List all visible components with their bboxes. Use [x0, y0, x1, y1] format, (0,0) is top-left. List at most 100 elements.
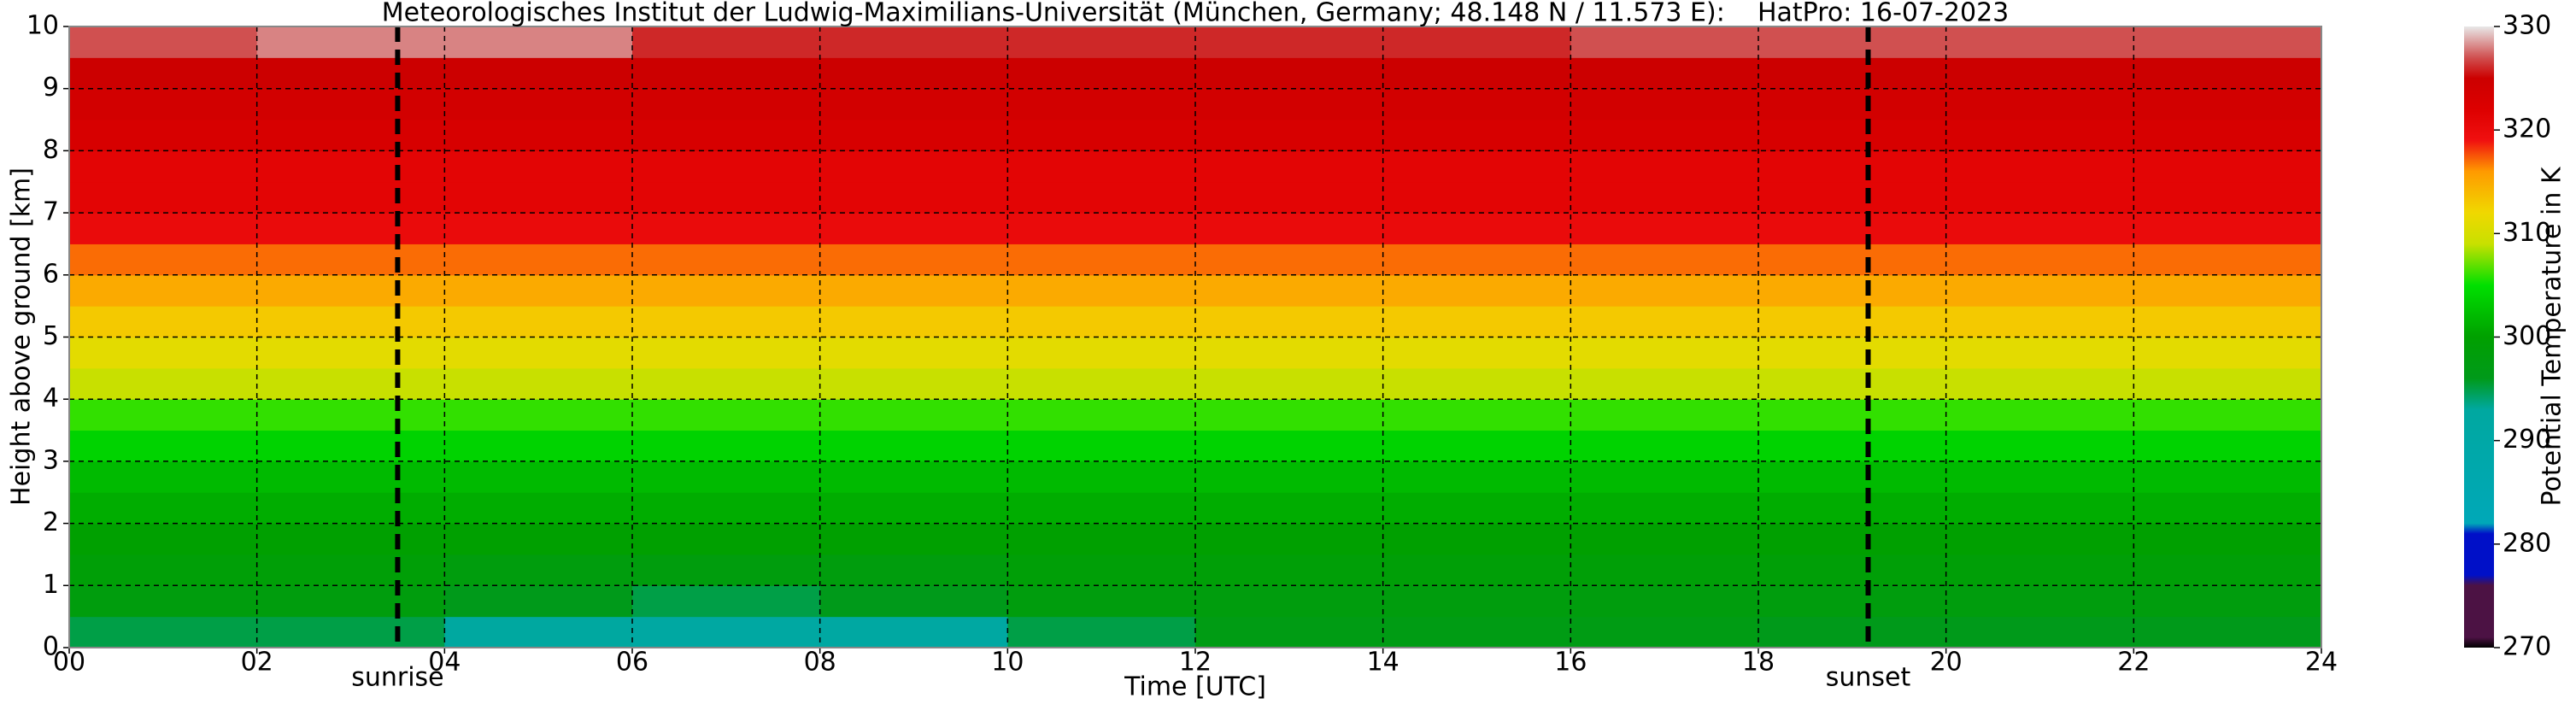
heat-cell: [256, 523, 445, 555]
heat-cell: [444, 523, 633, 555]
heat-cell: [632, 306, 821, 337]
heat-cell: [632, 616, 821, 648]
heat-cell: [2133, 306, 2322, 337]
heat-cell: [1570, 367, 1759, 400]
heat-cell: [1195, 337, 1384, 369]
heat-cell: [632, 120, 821, 151]
heat-cell: [444, 461, 633, 493]
heat-cell: [1758, 616, 1947, 648]
heat-cell: [444, 88, 633, 120]
heat-cell: [1382, 554, 1571, 586]
heat-cell: [69, 274, 258, 307]
heat-cell: [819, 120, 1008, 151]
heat-cell: [1758, 243, 1947, 276]
heat-cell: [256, 399, 445, 431]
x-tick-label: 24: [2305, 648, 2338, 678]
heat-cell: [819, 337, 1008, 369]
heat-cell: [1758, 57, 1947, 90]
y-tick-label: 3: [43, 445, 59, 475]
x-axis-label: Time [UTC]: [1124, 672, 1266, 702]
y-tick-label: 4: [43, 384, 59, 414]
heat-cell: [1758, 461, 1947, 493]
heat-cell: [69, 399, 258, 431]
heat-cell: [1758, 26, 1947, 58]
heat-cell: [632, 274, 821, 307]
heat-cell: [1945, 337, 2134, 369]
heat-cell: [1570, 337, 1759, 369]
y-tick-label: 1: [43, 570, 59, 600]
heat-cell: [1570, 399, 1759, 431]
heat-cell: [1382, 492, 1571, 525]
heat-cell: [632, 492, 821, 525]
heat-cell: [1758, 523, 1947, 555]
heat-cell: [1195, 306, 1384, 337]
heat-cell: [1945, 492, 2134, 525]
heat-cell: [256, 337, 445, 369]
heat-cell: [632, 461, 821, 493]
heat-cell: [2133, 120, 2322, 151]
heat-cell: [2133, 430, 2322, 462]
heat-cell: [1570, 88, 1759, 120]
heat-cell: [1945, 523, 2134, 555]
heat-cell: [256, 492, 445, 525]
heat-cell: [256, 243, 445, 276]
heat-cell: [1758, 150, 1947, 183]
heat-cell: [69, 306, 258, 337]
heat-cell: [2133, 243, 2322, 276]
plot-frame: [68, 26, 2322, 648]
heat-cell: [69, 57, 258, 90]
heat-cell: [2133, 616, 2322, 648]
heat-cell: [1007, 26, 1196, 58]
heat-cell: [256, 306, 445, 337]
heat-cell: [444, 120, 633, 151]
annotation: sunrise: [351, 663, 443, 693]
heat-cell: [69, 120, 258, 151]
x-tick-label: 22: [2117, 648, 2150, 678]
heat-cell: [1570, 554, 1759, 586]
heat-cell: [1007, 274, 1196, 307]
heat-cell: [256, 274, 445, 307]
heat-cell: [632, 367, 821, 400]
heat-cell: [819, 306, 1008, 337]
heat-cell: [819, 554, 1008, 586]
heat-cell: [1195, 461, 1384, 493]
heat-cell: [1007, 554, 1196, 586]
heat-cell: [1382, 88, 1571, 120]
heat-cell: [2133, 150, 2322, 183]
y-tick-label: 7: [43, 197, 59, 227]
heat-cell: [1382, 367, 1571, 400]
heat-cell: [69, 243, 258, 276]
x-tick-label: 12: [1179, 648, 1212, 678]
heat-cell: [1382, 585, 1571, 618]
heat-cell: [1758, 120, 1947, 151]
heat-cell: [1382, 337, 1571, 369]
heat-cell: [444, 243, 633, 276]
x-tick-label: 10: [991, 648, 1024, 678]
heat-cell: [1570, 585, 1759, 618]
heat-cell: [444, 57, 633, 90]
heat-cell: [444, 337, 633, 369]
heat-cell: [2133, 461, 2322, 493]
heat-cell: [819, 399, 1008, 431]
heat-cell: [69, 585, 258, 618]
heat-cell: [1570, 150, 1759, 183]
heat-cell: [1195, 367, 1384, 400]
heat-cell: [1758, 399, 1947, 431]
heat-cell: [1382, 430, 1571, 462]
heat-cell: [1758, 88, 1947, 120]
heat-cell: [1945, 274, 2134, 307]
heat-cell: [69, 492, 258, 525]
heat-cell: [69, 181, 258, 214]
heat-cell: [444, 492, 633, 525]
heat-cell: [69, 523, 258, 555]
heat-cell: [256, 120, 445, 151]
overlay: [63, 26, 2322, 654]
heat-cell: [632, 554, 821, 586]
heat-cell: [1007, 306, 1196, 337]
heat-cell: [819, 181, 1008, 214]
heat-cell: [2133, 26, 2322, 58]
heat-cell: [1195, 616, 1384, 648]
heat-cell: [1195, 26, 1384, 58]
x-tick-label: 04: [428, 648, 461, 678]
